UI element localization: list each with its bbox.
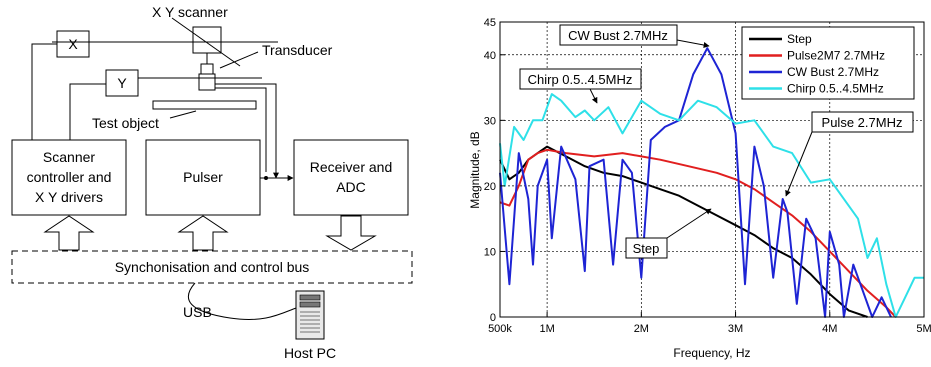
host-pc-label: Host PC	[284, 345, 336, 361]
y-box-label: Y	[117, 75, 127, 91]
transducer-wire-1	[215, 83, 279, 179]
receiver-label-line2: ADC	[336, 179, 366, 195]
annotation-chirp: Chirp 0.5..4.5MHz	[519, 68, 642, 104]
x-tick-label: 2M	[634, 323, 649, 335]
receiver-label-line1: Receiver and	[310, 159, 393, 175]
annotation-pulse-text: Pulse 2.7MHz	[822, 115, 903, 130]
y-tick-label: 30	[484, 115, 496, 127]
annotation-chirp-text: Chirp 0.5..4.5MHz	[528, 72, 633, 87]
annotation-cw-bust: CW Bust 2.7MHz	[559, 24, 710, 48]
transducer-pointer	[219, 51, 259, 69]
x-tick-label: 1M	[539, 323, 554, 335]
test-object	[152, 100, 257, 110]
x-tick-label: 500k	[488, 323, 512, 335]
legend-label-1: Pulse2M7 2.7MHz	[787, 49, 885, 63]
scanner-label-line3: X Y drivers	[35, 189, 103, 205]
y-wire	[69, 83, 106, 140]
series-line-3	[499, 93, 924, 318]
transducer-body	[198, 73, 216, 91]
transducer-label: Transducer	[262, 42, 333, 58]
usb-label: USB	[183, 304, 212, 320]
pulser-label: Pulser	[183, 169, 223, 185]
test-object-label: Test object	[92, 115, 159, 131]
x-tick-label: 5M	[916, 323, 931, 335]
scanner-label-line2: controller and	[27, 169, 112, 185]
y-tick-label: 40	[484, 50, 496, 62]
receiver-box	[293, 139, 409, 216]
scanner-diagonal	[171, 17, 241, 67]
receiver-to-bus-arrow	[325, 215, 377, 251]
junction-dot	[264, 176, 268, 180]
control-bus	[11, 250, 413, 284]
y-tick-label-top: 45	[484, 17, 496, 29]
annotation-step-text: Step	[633, 241, 660, 256]
legend: Step Pulse2M7 2.7MHz CW Bust 2.7MHz Chirp 0…	[741, 26, 915, 100]
x-tick-label: 4M	[822, 323, 837, 335]
y-axis-label: Magnitude, dB	[468, 131, 482, 208]
transducer-holder	[200, 63, 214, 75]
x-tick-label: 3M	[728, 323, 743, 335]
legend-label-3: Chirp 0.5..4.5MHz	[787, 82, 884, 96]
usb-cable	[188, 282, 297, 320]
legend-label-0: Step	[787, 32, 812, 46]
bus-to-scanner-arrow	[43, 215, 95, 251]
series-line-2	[499, 47, 892, 318]
bus-to-pulser-arrow	[177, 215, 229, 251]
xy-scanner-label: X Y scanner	[152, 4, 228, 20]
annotation-cw-bust-text: CW Bust 2.7MHz	[568, 28, 668, 43]
y-driver-box	[105, 69, 139, 97]
x-wire	[31, 43, 57, 140]
chart-series	[499, 47, 924, 318]
x-axis-label: Frequency, Hz	[673, 346, 750, 360]
y-tick-label: 20	[484, 181, 496, 193]
transducer-wire-2	[215, 87, 267, 172]
bus-label: Synchonisation and control bus	[115, 259, 310, 275]
scanner-label-line1: Scanner	[43, 149, 95, 165]
x-box-label: X	[68, 36, 78, 52]
test-object-pointer	[169, 110, 197, 119]
host-pc-icon	[295, 290, 325, 340]
y-tick-label: 10	[484, 246, 496, 258]
chart-ticks: 500k 1M 2M 3M 4M 5M 0 10 20 30 40 45	[484, 17, 931, 335]
series-line-1	[499, 148, 897, 318]
legend-label-2: CW Bust 2.7MHz	[787, 65, 879, 79]
block-diagram: X Y X Y scanner Transducer Test object S…	[11, 4, 413, 361]
plot-area-frame	[499, 21, 925, 318]
scanner-controller-box	[11, 139, 127, 216]
y-tick-label: 0	[490, 312, 496, 324]
annotation-step: Step	[625, 208, 712, 259]
annotation-pulse: Pulse 2.7MHz	[785, 111, 914, 197]
